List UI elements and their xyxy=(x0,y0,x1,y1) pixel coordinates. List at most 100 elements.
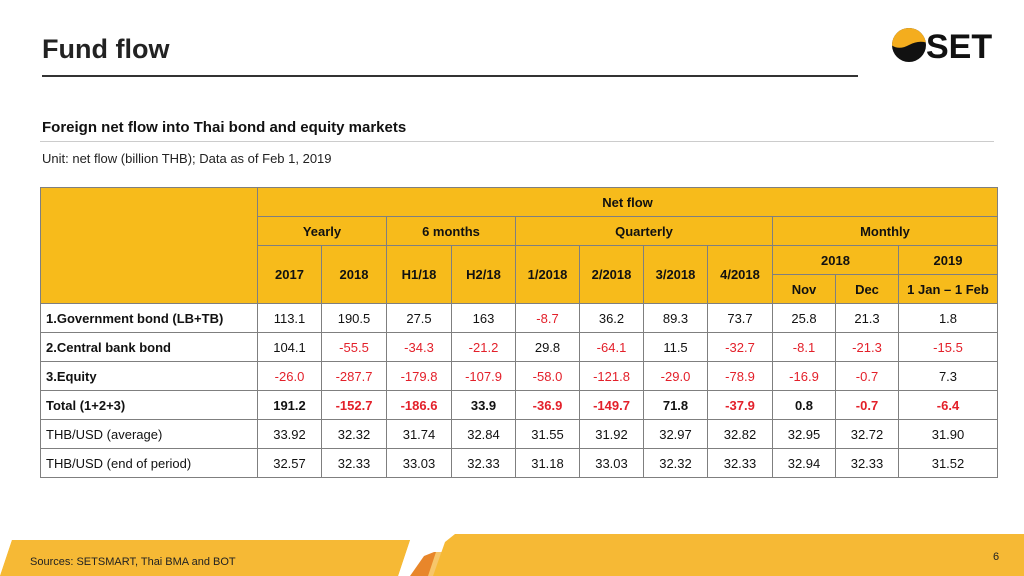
value-cell: 31.74 xyxy=(386,419,452,449)
value-cell: 32.33 xyxy=(321,448,387,478)
value-cell: -107.9 xyxy=(451,361,516,391)
value-cell: 32.33 xyxy=(707,448,773,478)
section-subtitle: Foreign net flow into Thai bond and equi… xyxy=(42,119,407,136)
yearly-header: Yearly xyxy=(257,216,387,246)
value-cell: 31.92 xyxy=(579,419,644,449)
value-cell: 31.52 xyxy=(898,448,998,478)
col-header: H2/18 xyxy=(451,245,516,304)
value-cell: -121.8 xyxy=(579,361,644,391)
value-cell: -8.7 xyxy=(515,303,580,333)
value-cell: 0.8 xyxy=(772,390,836,420)
table-row: Total (1+2+3) 191.2 -152.7 -186.6 33.9 -36.9-… xyxy=(40,390,998,420)
col-header: 1/2018 xyxy=(515,245,580,304)
subtitle-divider xyxy=(40,141,994,142)
net-flow-header: Net flow xyxy=(257,187,998,217)
col-header: 2018 xyxy=(321,245,387,304)
value-cell: 29.8 xyxy=(515,332,580,362)
value-cell: 73.7 xyxy=(707,303,773,333)
value-cell: 11.5 xyxy=(643,332,708,362)
value-cell: -21.2 xyxy=(451,332,516,362)
year-header: 2019 xyxy=(898,245,998,275)
value-cell: -55.5 xyxy=(321,332,387,362)
value-cell: 21.3 xyxy=(835,303,899,333)
page-number: 6 xyxy=(993,551,1000,563)
value-cell: 163 xyxy=(451,303,516,333)
value-cell: 113.1 xyxy=(257,303,322,333)
monthly-header: Monthly xyxy=(772,216,998,246)
value-cell: 32.33 xyxy=(451,448,516,478)
page-title: Fund flow xyxy=(42,34,170,64)
value-cell: -26.0 xyxy=(257,361,322,391)
value-cell: 25.8 xyxy=(772,303,836,333)
col-header: Nov xyxy=(772,274,836,304)
value-cell: -0.7 xyxy=(835,390,899,420)
col-header: Dec xyxy=(835,274,899,304)
value-cell: -8.1 xyxy=(772,332,836,362)
col-header: 1 Jan – 1 Feb xyxy=(898,274,998,304)
table-row: 2.Central bank bond 104.1 -55.5 -34.3 -21.2 2… xyxy=(40,332,998,362)
value-cell: -186.6 xyxy=(386,390,452,420)
value-cell: 191.2 xyxy=(257,390,322,420)
six-months-header: 6 months xyxy=(386,216,516,246)
col-header: H1/18 xyxy=(386,245,452,304)
value-cell: 31.18 xyxy=(515,448,580,478)
row-label: 3.Equity xyxy=(40,361,258,391)
svg-text:SET: SET xyxy=(926,28,992,65)
value-cell: 32.82 xyxy=(707,419,773,449)
footer-band xyxy=(0,534,1024,576)
value-cell: 27.5 xyxy=(386,303,452,333)
row-label: THB/USD (average) xyxy=(40,419,258,449)
row-label: 1.Government bond (LB+TB) xyxy=(40,303,258,333)
value-cell: 33.03 xyxy=(386,448,452,478)
value-cell: -34.3 xyxy=(386,332,452,362)
value-cell: 33.03 xyxy=(579,448,644,478)
table-row: 1.Government bond (LB+TB) 113.1 190.5 27.5 1… xyxy=(40,303,998,333)
unit-note: Unit: net flow (billion THB); Data as of… xyxy=(42,151,332,166)
row-label: Total (1+2+3) xyxy=(40,390,258,420)
value-cell: -64.1 xyxy=(579,332,644,362)
title-divider xyxy=(42,75,858,77)
value-cell: 190.5 xyxy=(321,303,387,333)
value-cell: 32.97 xyxy=(643,419,708,449)
value-cell: -58.0 xyxy=(515,361,580,391)
value-cell: 36.2 xyxy=(579,303,644,333)
fund-flow-table: Net flow Yearly 6 months Quarterly Month… xyxy=(40,187,998,478)
row-label: 2.Central bank bond xyxy=(40,332,258,362)
value-cell: 31.55 xyxy=(515,419,580,449)
table-row: THB/USD (end of period) 32.57 32.33 33.03 32… xyxy=(40,448,998,478)
value-cell: -78.9 xyxy=(707,361,773,391)
value-cell: -152.7 xyxy=(321,390,387,420)
value-cell: 31.90 xyxy=(898,419,998,449)
value-cell: 33.92 xyxy=(257,419,322,449)
year-header: 2018 xyxy=(772,245,899,275)
value-cell: -16.9 xyxy=(772,361,836,391)
value-cell: 32.57 xyxy=(257,448,322,478)
value-cell: 32.94 xyxy=(772,448,836,478)
value-cell: 32.72 xyxy=(835,419,899,449)
value-cell: 33.9 xyxy=(451,390,516,420)
value-cell: 7.3 xyxy=(898,361,998,391)
table-row: 3.Equity -26.0 -287.7 -179.8 -107.9 -58.0 -121… xyxy=(40,361,998,391)
value-cell: -179.8 xyxy=(386,361,452,391)
value-cell: 1.8 xyxy=(898,303,998,333)
value-cell: 32.33 xyxy=(835,448,899,478)
value-cell: -15.5 xyxy=(898,332,998,362)
value-cell: -149.7 xyxy=(579,390,644,420)
row-label: THB/USD (end of period) xyxy=(40,448,258,478)
value-cell: -0.7 xyxy=(835,361,899,391)
value-cell: 89.3 xyxy=(643,303,708,333)
value-cell: -37.9 xyxy=(707,390,773,420)
sources-note: Sources: SETSMART, Thai BMA and BOT xyxy=(30,556,236,568)
value-cell: 32.84 xyxy=(451,419,516,449)
value-cell: 104.1 xyxy=(257,332,322,362)
value-cell: -29.0 xyxy=(643,361,708,391)
value-cell: -32.7 xyxy=(707,332,773,362)
value-cell: -6.4 xyxy=(898,390,998,420)
value-cell: 32.95 xyxy=(772,419,836,449)
value-cell: 71.8 xyxy=(643,390,708,420)
value-cell: -36.9 xyxy=(515,390,580,420)
col-header: 2017 xyxy=(257,245,322,304)
quarterly-header: Quarterly xyxy=(515,216,773,246)
corner-cell xyxy=(40,187,258,304)
set-logo: SET xyxy=(892,28,992,65)
